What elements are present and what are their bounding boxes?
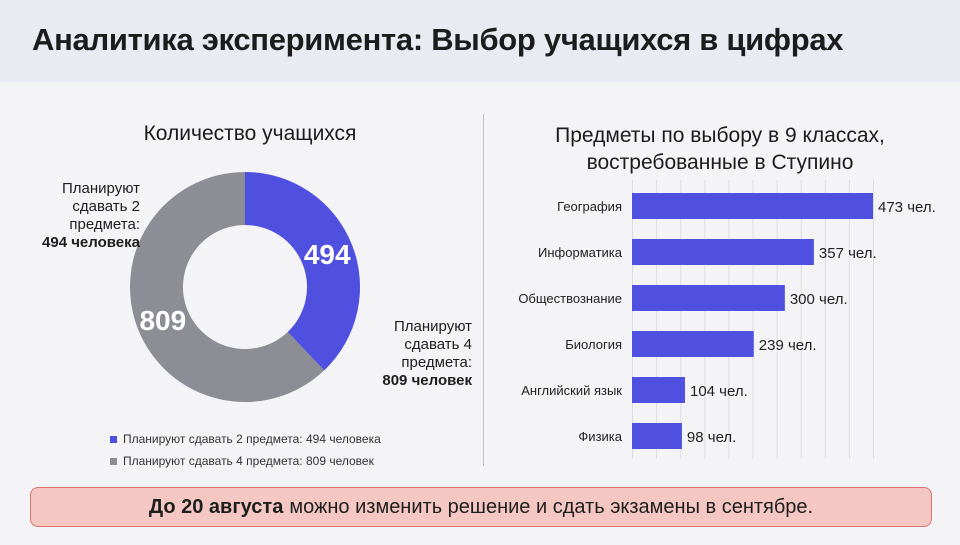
donut-slice-0 (245, 172, 360, 371)
donut-chart-title: Количество учащихся (143, 122, 357, 145)
bar-category-label: Физика (578, 429, 622, 444)
bar (632, 285, 785, 311)
bar-value-label: 239 чел. (759, 337, 817, 354)
donut-slice-label-1: 809 (139, 305, 186, 336)
legend-swatch-two (110, 435, 117, 443)
deadline-text: можно изменить решение и сдать экзамены … (289, 495, 814, 518)
donut-legend: Планируют сдавать 2 предмета: 494 челове… (110, 428, 381, 472)
bar-chart-title-line1: Предметы по выбору в 9 классах, (555, 124, 885, 147)
bar (632, 239, 814, 265)
bar-category-label: Английский язык (521, 383, 622, 398)
deadline-banner: До 20 августа можно изменить решение и с… (30, 487, 932, 527)
bar-value-label: 300 чел. (790, 291, 848, 308)
legend-label-two: Планируют сдавать 2 предмета: 494 челове… (123, 432, 381, 446)
callout-two-subjects: Планируют сдавать 2 предмета: 494 челове… (20, 180, 140, 252)
header-bar: Аналитика эксперимента: Выбор учащихся в… (0, 0, 960, 82)
bar-value-label: 357 чел. (819, 245, 877, 262)
page-title: Аналитика эксперимента: Выбор учащихся в… (32, 22, 844, 57)
legend-item-two-subjects: Планируют сдавать 2 предмета: 494 челове… (110, 428, 381, 450)
legend-swatch-four (110, 457, 117, 465)
donut-slice-1 (130, 172, 325, 402)
bar (632, 377, 685, 403)
bar-chart-title-line2: востребованные в Ступино (586, 151, 854, 174)
bar (632, 193, 873, 219)
donut-chart: 494 809 (130, 172, 360, 402)
legend-label-four: Планируют сдавать 4 предмета: 809 челове… (123, 454, 374, 468)
deadline-date: До 20 августа (148, 495, 284, 518)
bar-chart: География 473 чел. Информатика 357 чел. Обще… (518, 180, 936, 459)
bar-category-label: Информатика (538, 245, 623, 260)
bar (632, 331, 754, 357)
callout-two-subjects-count: 494 человека (42, 234, 140, 251)
bar-category-label: Биология (565, 337, 622, 352)
callout-two-subjects-text: Планируют сдавать 2 предмета: (61, 180, 140, 233)
callout-four-subjects-count: 809 человек (382, 372, 472, 389)
callout-four-subjects: Планируют сдавать 4 предмета: 809 челове… (352, 318, 472, 390)
panel-divider (483, 114, 484, 466)
bar-chart-title: Предметы по выбору в 9 классах, востребо… (500, 122, 940, 176)
bar (632, 423, 682, 449)
bar-value-label: 473 чел. (878, 199, 936, 216)
bar-category-label: География (557, 199, 622, 214)
bar-value-label: 104 чел. (690, 383, 748, 400)
donut-slice-label-0: 494 (304, 239, 351, 270)
bar-value-label: 98 чел. (687, 429, 736, 446)
bar-category-label: Обществознание (518, 291, 622, 306)
legend-item-four-subjects: Планируют сдавать 4 предмета: 809 челове… (110, 450, 381, 472)
callout-four-subjects-text: Планируют сдавать 4 предмета: (393, 318, 472, 371)
